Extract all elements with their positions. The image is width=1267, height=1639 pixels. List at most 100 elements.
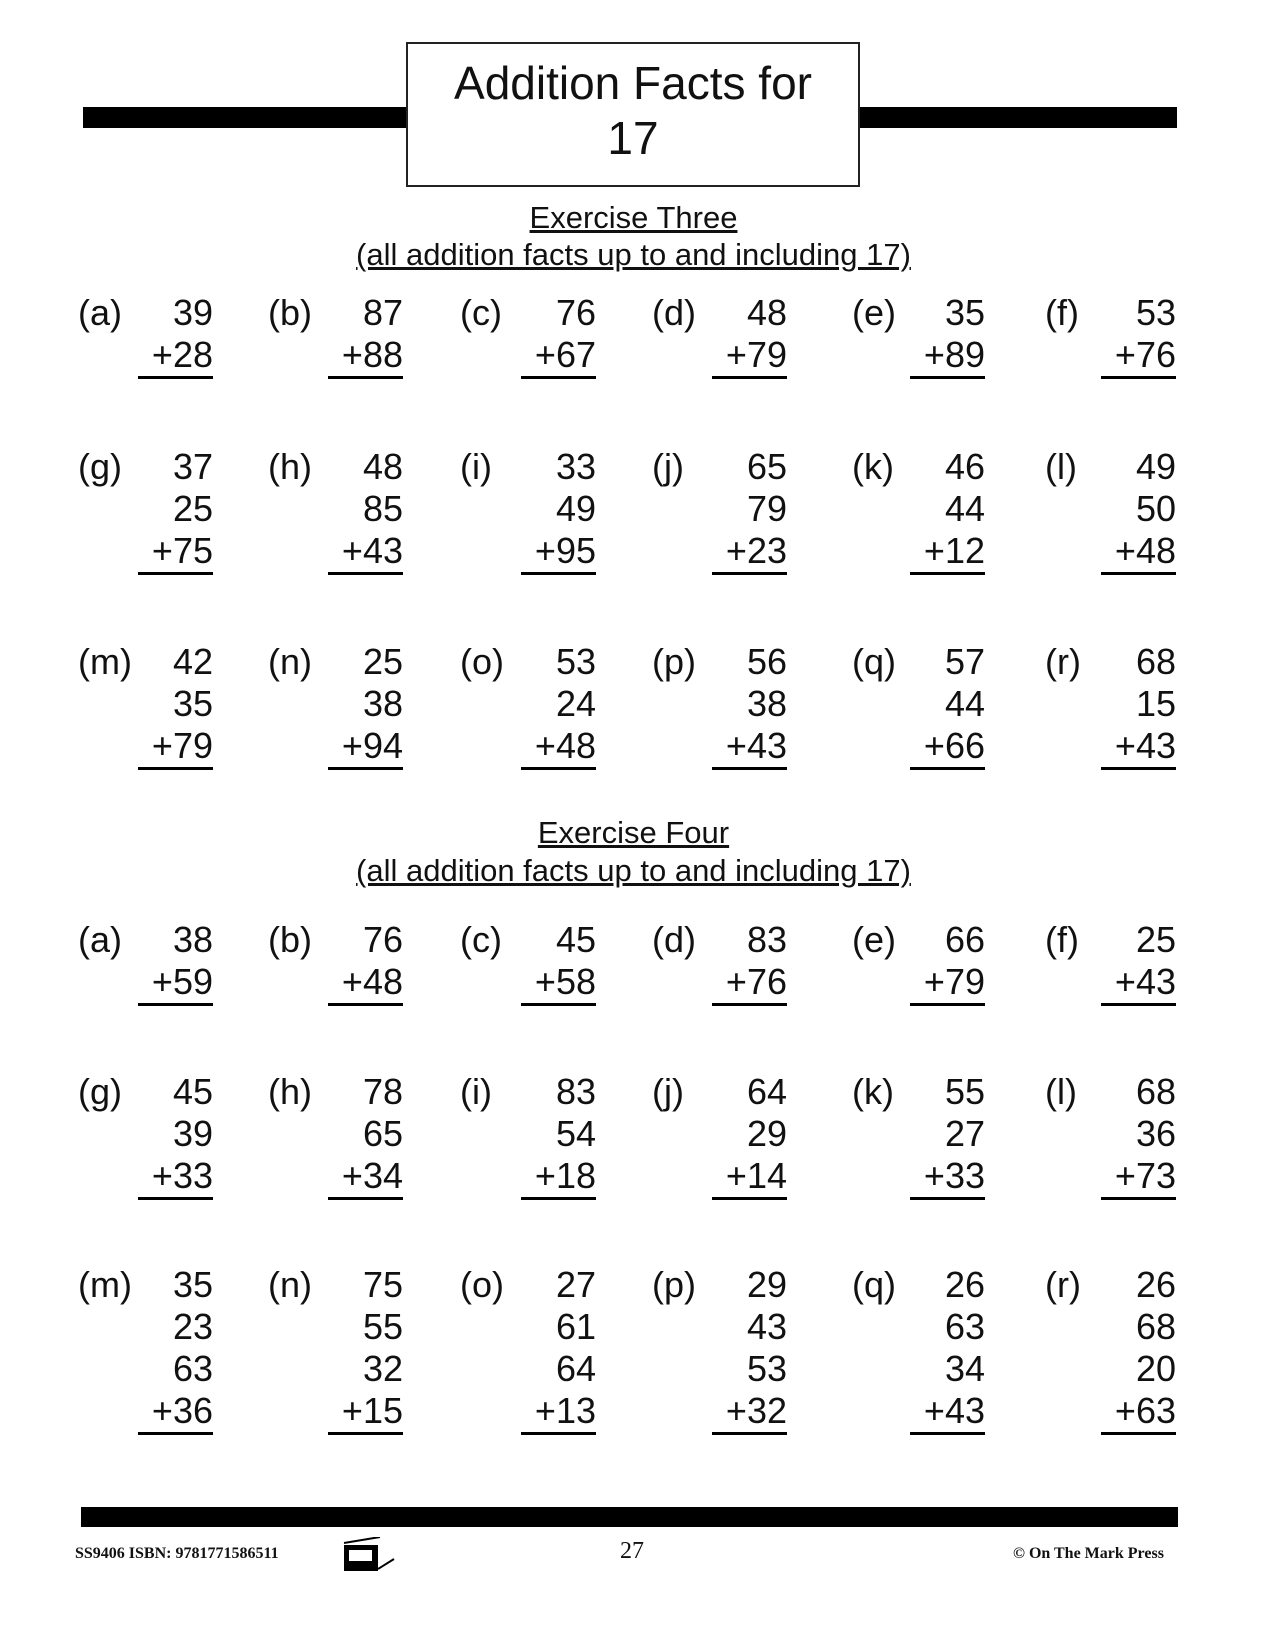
problem-label: (p) [652, 641, 696, 682]
addend: 83 [555, 1071, 596, 1112]
problem-label: (g) [78, 1071, 122, 1112]
addend: 68 [1135, 1306, 1176, 1347]
addend: 68 [1135, 1071, 1176, 1112]
addend-stack: 53 24 +48 [520, 641, 596, 770]
problem-label: (d) [652, 919, 696, 960]
addend-stack: 37 25 +75 [137, 446, 213, 575]
addend: 26 [944, 1264, 985, 1305]
exercise-title: Exercise Four [537, 815, 730, 850]
addend: 55 [944, 1071, 985, 1112]
last-addend: +32 [711, 1390, 787, 1435]
addend: 53 [555, 641, 596, 682]
addend-stack: 35 +89 [909, 292, 985, 379]
addend: 53 [1135, 292, 1176, 333]
problem-label: (a) [78, 292, 122, 333]
addend-stack: 49 50 +48 [1100, 446, 1176, 575]
problem-label: (o) [460, 1264, 504, 1305]
addend: 44 [944, 683, 985, 724]
addend: 49 [1135, 446, 1176, 487]
addend-stack: 33 49 +95 [520, 446, 596, 575]
problem-label: (k) [852, 446, 894, 487]
last-addend: +76 [1100, 334, 1176, 379]
addend: 87 [362, 292, 403, 333]
addend: 63 [172, 1348, 213, 1389]
last-addend: +33 [909, 1155, 985, 1200]
addend-stack: 38 +59 [137, 919, 213, 1006]
addend: 42 [172, 641, 213, 682]
addend: 66 [944, 919, 985, 960]
addend-stack: 68 36 +73 [1100, 1071, 1176, 1200]
addend-stack: 45 +58 [520, 919, 596, 1006]
addend-stack: 66 +79 [909, 919, 985, 1006]
addend: 54 [555, 1113, 596, 1154]
addend: 44 [944, 488, 985, 529]
last-addend: +88 [327, 334, 403, 379]
addend: 38 [172, 919, 213, 960]
addend: 27 [944, 1113, 985, 1154]
addend: 76 [555, 292, 596, 333]
addend-stack: 29 43 53 +32 [711, 1264, 787, 1435]
addend-stack: 48 85 +43 [327, 446, 403, 575]
problem-label: (r) [1045, 641, 1081, 682]
problem-label: (j) [652, 1071, 684, 1112]
addend: 39 [172, 292, 213, 333]
last-addend: +33 [137, 1155, 213, 1200]
footer-copyright: © On The Mark Press [1013, 1545, 1164, 1562]
header-bar-right [858, 107, 1177, 128]
addend: 85 [362, 488, 403, 529]
addend: 83 [746, 919, 787, 960]
problem-label: (b) [268, 919, 312, 960]
last-addend: +94 [327, 725, 403, 770]
page-title: Addition Facts for 17 [406, 42, 860, 187]
title-line-2: 17 [607, 112, 659, 164]
addend: 46 [944, 446, 985, 487]
addend-stack: 56 38 +43 [711, 641, 787, 770]
addend: 68 [1135, 641, 1176, 682]
last-addend: +34 [327, 1155, 403, 1200]
addend: 35 [944, 292, 985, 333]
problem-label: (k) [852, 1071, 894, 1112]
last-addend: +75 [137, 530, 213, 575]
last-addend: +48 [327, 961, 403, 1006]
title-line-1: Addition Facts for [454, 57, 812, 109]
problem-label: (m) [78, 641, 132, 682]
addend-stack: 35 23 63 +36 [137, 1264, 213, 1435]
addend: 75 [362, 1264, 403, 1305]
addend: 15 [1135, 683, 1176, 724]
addend: 38 [746, 683, 787, 724]
addend: 53 [746, 1348, 787, 1389]
addend: 48 [746, 292, 787, 333]
addend-stack: 27 61 64 +13 [520, 1264, 596, 1435]
addend-stack: 48 +79 [711, 292, 787, 379]
last-addend: +28 [137, 334, 213, 379]
problem-label: (m) [78, 1264, 132, 1305]
last-addend: +95 [520, 530, 596, 575]
addend: 57 [944, 641, 985, 682]
addend: 49 [555, 488, 596, 529]
addend: 65 [746, 446, 787, 487]
last-addend: +18 [520, 1155, 596, 1200]
problem-label: (h) [268, 446, 312, 487]
last-addend: +66 [909, 725, 985, 770]
problem-label: (e) [852, 292, 896, 333]
addend: 61 [555, 1306, 596, 1347]
problem-label: (f) [1045, 919, 1079, 960]
addend: 24 [555, 683, 596, 724]
last-addend: +73 [1100, 1155, 1176, 1200]
last-addend: +43 [1100, 725, 1176, 770]
addend: 78 [362, 1071, 403, 1112]
addend: 48 [362, 446, 403, 487]
problem-label: (j) [652, 446, 684, 487]
last-addend: +43 [1100, 961, 1176, 1006]
problem-label: (c) [460, 292, 502, 333]
addend-stack: 57 44 +66 [909, 641, 985, 770]
addend-stack: 87 +88 [327, 292, 403, 379]
last-addend: +36 [137, 1390, 213, 1435]
copier-icon [342, 1536, 412, 1573]
last-addend: +79 [909, 961, 985, 1006]
addend: 37 [172, 446, 213, 487]
problem-label: (i) [460, 1071, 492, 1112]
addend-stack: 45 39 +33 [137, 1071, 213, 1200]
addend-stack: 76 +67 [520, 292, 596, 379]
addend-stack: 26 68 20 +63 [1100, 1264, 1176, 1435]
